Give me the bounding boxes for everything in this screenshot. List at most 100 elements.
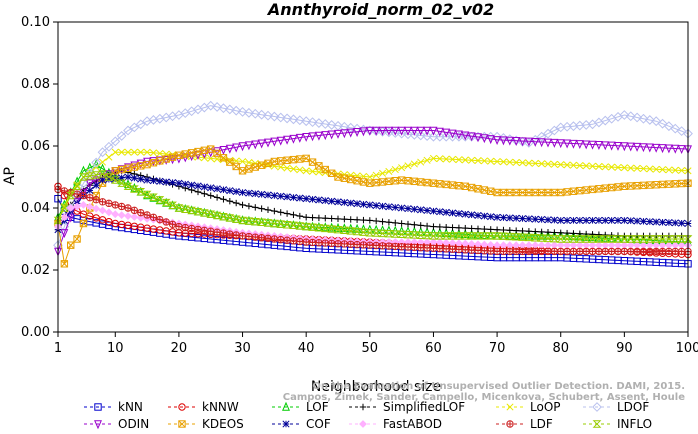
- data-point: [333, 226, 343, 234]
- data-point: [423, 126, 432, 136]
- data-point: [531, 247, 539, 256]
- data-point: [301, 222, 311, 231]
- data-point: [226, 230, 234, 238]
- data-point: [608, 163, 616, 171]
- data-point: [245, 232, 253, 241]
- data-point: [620, 164, 628, 172]
- data-point: [499, 247, 508, 256]
- data-point: [435, 127, 444, 137]
- legend-item: INFLO: [583, 417, 652, 431]
- data-point: [645, 235, 655, 243]
- data-point: [334, 198, 342, 206]
- data-point: [557, 161, 565, 169]
- x-tick-label: 30: [234, 341, 251, 356]
- data-point: [441, 232, 451, 240]
- data-point: [525, 215, 533, 223]
- data-point: [283, 193, 291, 201]
- data-point: [296, 212, 304, 220]
- data-point: [493, 226, 501, 233]
- data-point: [569, 139, 578, 149]
- data-point: [129, 122, 140, 133]
- data-point: [390, 230, 400, 238]
- legend-marker: [359, 403, 367, 411]
- data-point: [341, 215, 348, 223]
- data-point: [678, 219, 686, 227]
- data-point: [302, 195, 310, 203]
- data-point: [282, 113, 292, 124]
- data-point: [442, 238, 451, 247]
- data-point: [607, 241, 616, 250]
- data-point: [544, 138, 552, 148]
- data-point: [118, 148, 126, 156]
- data-point: [454, 232, 464, 240]
- data-point: [207, 227, 215, 235]
- data-point: [79, 219, 88, 228]
- data-point: [60, 187, 69, 195]
- data-point: [72, 182, 82, 190]
- data-point: [73, 190, 81, 198]
- data-point: [404, 126, 412, 136]
- data-point: [124, 212, 132, 220]
- data-point: [493, 241, 501, 250]
- data-point: [111, 148, 119, 156]
- data-point: [301, 116, 312, 127]
- data-point: [245, 158, 253, 166]
- data-point: [417, 222, 424, 229]
- data-point: [544, 160, 552, 168]
- data-point: [124, 148, 132, 156]
- data-point: [129, 185, 139, 193]
- data-point: [161, 198, 171, 207]
- data-point: [614, 247, 622, 256]
- data-point: [550, 241, 559, 250]
- y-tick-label: 0.08: [21, 77, 50, 92]
- data-point: [442, 208, 450, 216]
- data-point: [423, 222, 431, 230]
- data-point: [563, 139, 572, 149]
- data-point: [676, 126, 687, 137]
- data-point: [505, 136, 514, 146]
- data-point: [447, 131, 458, 142]
- data-point: [512, 227, 520, 234]
- series-LDOF: [53, 100, 693, 251]
- data-point: [474, 211, 482, 219]
- data-point: [398, 220, 405, 227]
- data-point: [493, 247, 501, 256]
- data-point: [512, 137, 521, 146]
- data-point: [639, 247, 648, 256]
- data-point: [543, 234, 553, 243]
- data-point: [423, 244, 431, 252]
- data-point: [665, 247, 673, 256]
- legend-marker: [94, 403, 102, 411]
- data-point: [532, 228, 539, 235]
- data-point: [85, 172, 95, 180]
- legend: kNN kNNW LOF SimplifiedLOF LoOP LDOF ODIN KDEOS…: [84, 400, 652, 431]
- data-point: [442, 224, 450, 231]
- data-point: [493, 157, 501, 166]
- legend-item: COF: [272, 417, 331, 431]
- data-point: [435, 238, 444, 247]
- data-point: [219, 154, 228, 162]
- data-point: [92, 196, 100, 204]
- data-point: [263, 110, 273, 121]
- data-point: [652, 165, 660, 173]
- data-point: [608, 216, 616, 224]
- x-axis-label: Neighborhood size: [311, 379, 441, 395]
- data-point: [486, 135, 495, 145]
- data-point: [549, 125, 560, 136]
- data-point: [385, 203, 393, 211]
- legend-label: LDF: [530, 417, 553, 431]
- legend-label: LoOP: [530, 400, 561, 414]
- data-point: [582, 162, 590, 170]
- data-point: [378, 169, 387, 177]
- data-point: [594, 141, 603, 150]
- data-point: [308, 195, 317, 203]
- data-point: [339, 226, 349, 235]
- data-point: [467, 232, 477, 240]
- data-point: [455, 156, 463, 164]
- data-point: [474, 157, 482, 165]
- data-point: [276, 220, 286, 228]
- series-FastABOD: [54, 200, 692, 250]
- data-point: [136, 188, 146, 196]
- data-point: [563, 229, 571, 237]
